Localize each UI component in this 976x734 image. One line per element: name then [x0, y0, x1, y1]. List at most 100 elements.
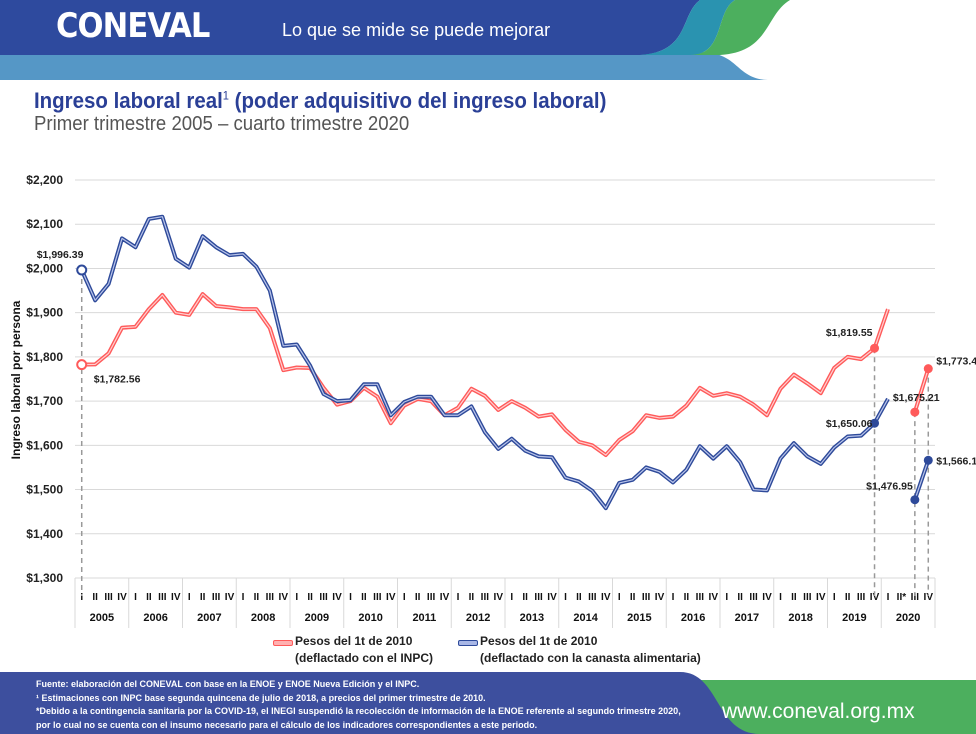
year-label: 2010	[358, 612, 382, 624]
series-line-inner-1	[914, 460, 929, 500]
year-label: 2014	[573, 612, 598, 624]
quarter-label: I	[618, 592, 621, 603]
data-point-marker	[870, 343, 880, 353]
quarter-label: III	[588, 592, 597, 603]
page-subtitle: Primer trimestre 2005 – cuarto trimestre…	[34, 113, 410, 135]
quarter-label: II	[92, 592, 98, 603]
quarter-label: II	[361, 592, 367, 603]
quarter-label: II	[791, 592, 797, 603]
quarter-label: IV	[225, 592, 235, 603]
quarter-label: III	[266, 592, 275, 603]
quarter-label: IV	[171, 592, 181, 603]
data-label: $1,819.55	[826, 327, 873, 339]
quarter-label: II	[146, 592, 152, 603]
year-label: 2005	[90, 612, 114, 624]
quarter-label: IV	[279, 592, 289, 603]
quarter-label: II	[522, 592, 528, 603]
data-label: $1,996.39	[37, 249, 84, 261]
data-label: $1,675.21	[893, 392, 940, 404]
quarter-label: IV	[601, 592, 611, 603]
quarter-label: I	[188, 592, 191, 603]
line-chart: $1,300 $1,400 $1,500 $1,600 $1,700 $1,800 $1,9…	[9, 173, 976, 628]
quarter-label: IV	[870, 592, 880, 603]
quarter-label: IV	[655, 592, 665, 603]
data-label: $1,773.43	[936, 356, 976, 368]
year-label: 2007	[197, 612, 221, 624]
quarter-label: III	[104, 592, 113, 603]
quarter-label: I	[510, 592, 513, 603]
quarter-label: I	[779, 592, 782, 603]
data-label: $1,782.56	[94, 374, 141, 386]
y-tick-label: $1,500	[26, 483, 63, 497]
legend-item-canasta: Pesos del 1t de 2010 (deflactado con la c…	[458, 633, 701, 667]
quarter-label: IV	[547, 592, 557, 603]
quarter-label: IV	[816, 592, 826, 603]
data-label: $1,476.95	[866, 481, 913, 493]
quarter-label: II	[576, 592, 582, 603]
quarter-label: IV	[332, 592, 342, 603]
quarter-label: II	[684, 592, 690, 603]
year-label: 2015	[627, 612, 651, 624]
header-banner	[0, 0, 790, 80]
quarter-label: II	[415, 592, 421, 603]
year-label: 2013	[520, 612, 544, 624]
quarter-label: IV	[494, 592, 504, 603]
year-label: 2006	[143, 612, 167, 624]
footnotes: Fuente: elaboración del CONEVAL con base…	[36, 679, 681, 730]
year-label: 2019	[842, 612, 866, 624]
quarter-label: III	[803, 592, 812, 603]
quarter-label: I	[457, 592, 460, 603]
quarter-label: I	[80, 592, 83, 603]
series-line-inner-0	[914, 368, 929, 413]
quarter-label: III	[857, 592, 866, 603]
quarter-label: II	[254, 592, 260, 603]
data-label: $1,566.15	[936, 455, 976, 467]
quarter-label: III	[911, 592, 920, 603]
y-tick-label: $1,900	[26, 306, 63, 320]
data-point-marker	[76, 359, 88, 371]
y-tick-label: $1,700	[26, 394, 63, 408]
year-label: 2008	[251, 612, 275, 624]
data-point-marker	[870, 418, 880, 428]
y-tick-label: $2,100	[26, 217, 63, 231]
website-url[interactable]: www.coneval.org.mx	[722, 700, 915, 723]
quarter-label: I	[403, 592, 406, 603]
tagline: Lo que se mide se puede mejorar	[282, 20, 551, 40]
quarter-label: III	[481, 592, 490, 603]
year-label: 2011	[412, 612, 436, 624]
data-point-marker	[923, 364, 933, 374]
quarter-label: IV	[924, 592, 934, 603]
quarter-label: I	[833, 592, 836, 603]
quarter-label: I	[295, 592, 298, 603]
quarter-label: I	[564, 592, 567, 603]
legend-item-inpc: Pesos del 1t de 2010 (deflactado con el I…	[273, 633, 433, 667]
coneval-logo: CONEVAL	[56, 6, 210, 46]
year-label: 2012	[466, 612, 490, 624]
data-label: $1,650.06	[826, 418, 873, 430]
quarter-label: I	[134, 592, 137, 603]
quarter-label: II	[469, 592, 475, 603]
year-label: 2020	[896, 612, 920, 624]
quarter-label: III	[158, 592, 167, 603]
quarter-label: II	[737, 592, 743, 603]
y-tick-label: $1,600	[26, 438, 63, 452]
quarter-label: III	[696, 592, 705, 603]
year-label: 2009	[305, 612, 329, 624]
quarter-label: III	[534, 592, 543, 603]
quarter-label: IV	[117, 592, 127, 603]
y-tick-label: $1,400	[26, 527, 63, 541]
quarter-label: II	[200, 592, 206, 603]
quarter-label: IV	[709, 592, 719, 603]
quarter-label: III	[319, 592, 328, 603]
y-tick-label: $1,300	[26, 571, 63, 585]
data-point-marker	[76, 264, 88, 276]
data-point-marker	[923, 455, 933, 465]
data-point-marker	[910, 495, 920, 505]
quarter-label: IV	[386, 592, 396, 603]
data-point-marker	[910, 407, 920, 417]
quarter-label: I	[887, 592, 890, 603]
quarter-label: I	[349, 592, 352, 603]
quarter-label: II*	[897, 592, 907, 603]
quarter-label: I	[672, 592, 675, 603]
y-tick-label: $1,800	[26, 350, 63, 364]
